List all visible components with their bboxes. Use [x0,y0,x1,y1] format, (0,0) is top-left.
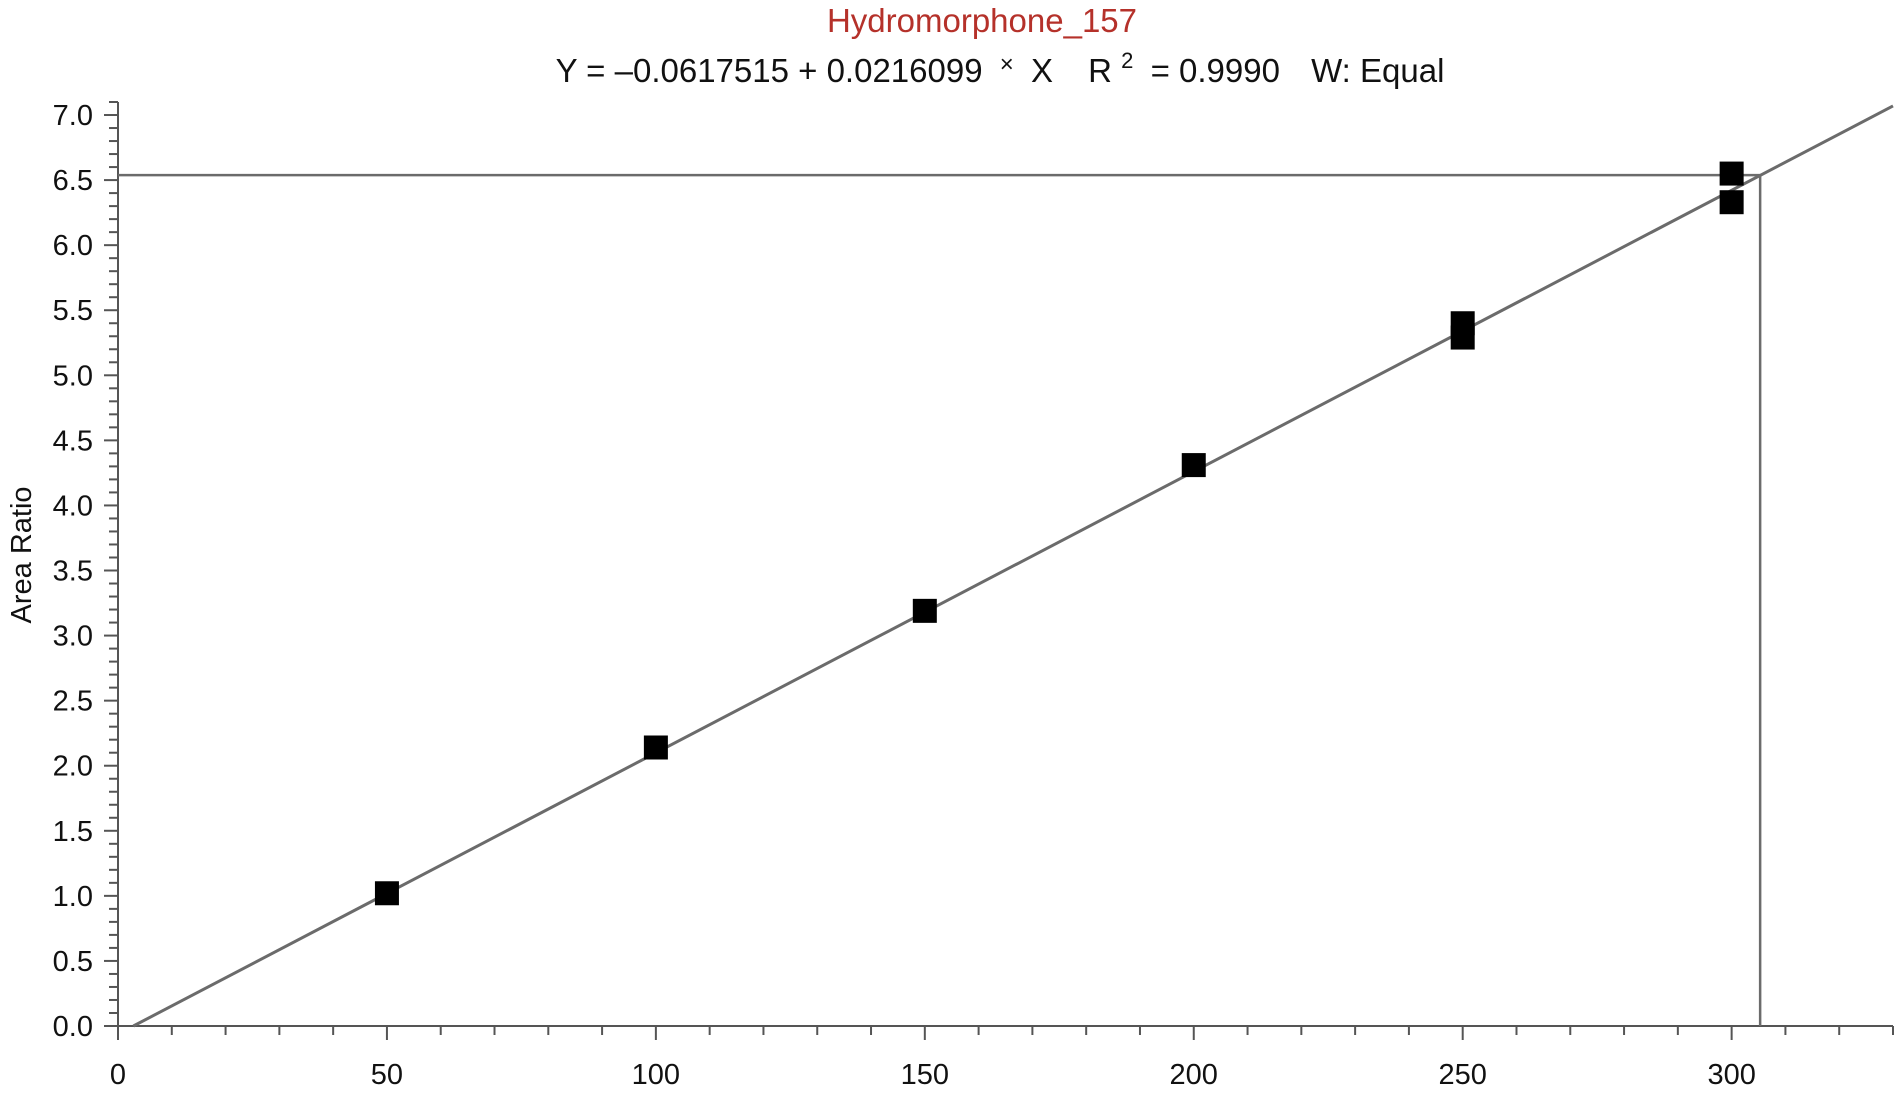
chart-title: Hydromorphone_157 [827,2,1137,39]
y-tick-label: 2.5 [53,686,93,718]
points-group [374,161,1744,906]
data-point [912,598,937,623]
r-squared-value: = 0.9990 [1151,52,1280,89]
data-point [1719,161,1744,186]
weighting-label: W: Equal [1311,52,1444,89]
y-tick-label: 6.0 [53,230,93,262]
y-tick-label: 5.0 [53,360,93,392]
data-point [1719,190,1744,215]
equation-terms: Y = –0.0617515 + 0.0216099 [556,52,983,89]
y-tick-label: 3.0 [53,621,93,653]
r-squared-label: R [1088,52,1112,89]
y-tick-label: 4.5 [53,425,93,457]
y-tick-label: 6.5 [53,165,93,197]
y-tick-label: 0.5 [53,946,93,978]
y-tick-label: 2.0 [53,751,93,783]
x-tick-label: 0 [110,1059,126,1091]
data-point [643,735,668,760]
r-squared-exponent: 2 [1121,48,1133,73]
equation-x-term: X [1031,52,1053,89]
x-tick-label: 100 [632,1059,680,1091]
y-tick-label: 1.0 [53,881,93,913]
data-point [1181,453,1206,478]
fit-group [118,104,1894,1028]
x-tick-label: 50 [371,1059,403,1091]
y-tick-label: 5.5 [53,295,93,327]
y-tick-label: 7.0 [53,100,93,132]
x-tick-label: 250 [1439,1059,1487,1091]
regression-equation: Y = –0.0617515 + 0.0216099 × X R 2 = 0.9… [556,38,1445,89]
x-tick-label: 300 [1707,1059,1755,1091]
y-tick-label: 0.0 [53,1011,93,1043]
y-axis-title: Area Ratio [6,486,38,623]
axes-group: 0 50 100 150 200 250 300 0.0 0.5 1.0 1.5 2.0 2.5 3.0 3… [53,100,1894,1091]
data-point [374,881,399,906]
equation-times-sign: × [1000,51,1014,78]
x-tick-label: 150 [901,1059,949,1091]
data-point [1450,311,1475,336]
x-tick-label: 200 [1170,1059,1218,1091]
y-tick-label: 1.5 [53,816,93,848]
regression-line [132,104,1894,1028]
y-tick-label: 4.0 [53,490,93,522]
y-tick-label: 3.5 [53,556,93,588]
